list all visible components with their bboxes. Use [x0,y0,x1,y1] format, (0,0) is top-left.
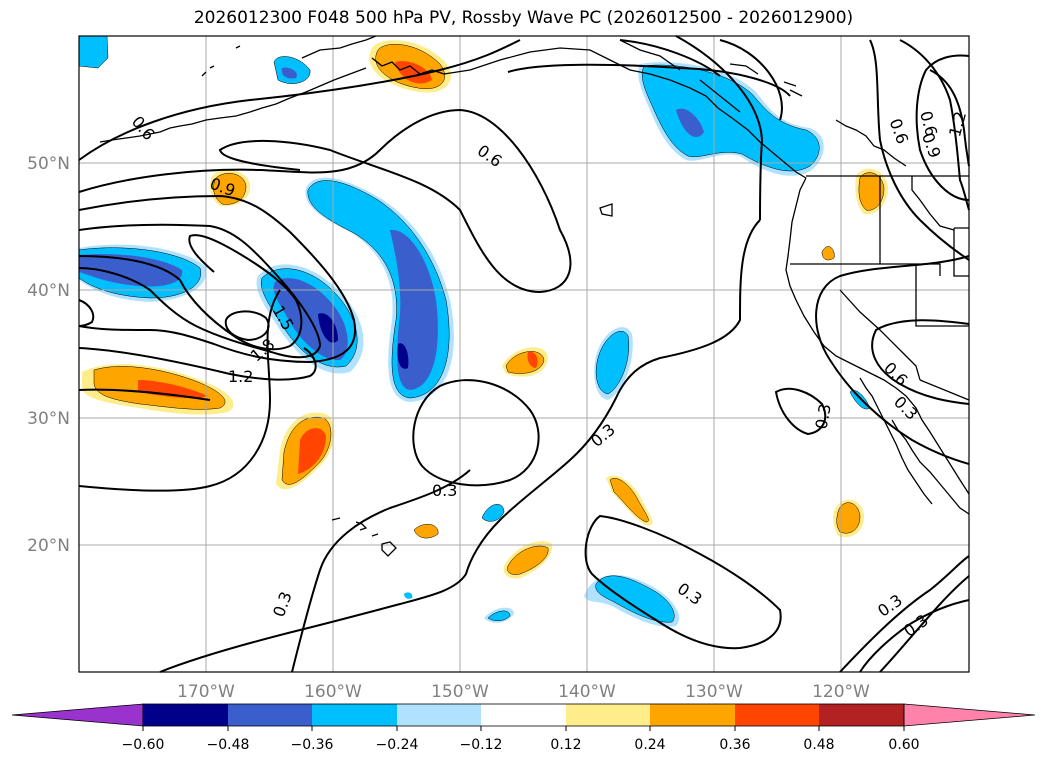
colorbar-tick-label: 0.24 [634,737,665,753]
colorbar-segment [143,704,228,726]
colorbar-segment [228,704,312,726]
colorbar-tick-label: −0.60 [122,737,165,753]
colorbar-tick-label: −0.36 [291,737,334,753]
lat-label: 40°N [27,281,70,301]
lon-label: 170°W [177,682,235,702]
colorbar: −0.60 −0.48 −0.36 −0.24 −0.12 0.12 0.24 … [11,703,1036,753]
colorbar-tick-label: −0.48 [207,737,250,753]
colorbar-tick-label: 0.48 [803,737,834,753]
pc-contours [78,35,970,673]
lat-label: 30°N [27,409,70,429]
lon-label: 160°W [304,682,362,702]
contour-label: 1.2 [228,367,253,386]
colorbar-segment [11,703,144,727]
colorbar-segment [819,704,904,726]
map-frame [78,35,970,673]
colorbar-tick-label: 0.60 [888,737,919,753]
colorbar-segment [735,704,819,726]
colorbar-segment [481,704,566,726]
lon-label: 140°W [558,682,616,702]
colorbar-tick-label: −0.24 [376,737,419,753]
lon-labels: 170°W 160°W 150°W 140°W 130°W 120°W [177,682,870,702]
lon-label: 120°W [812,682,870,702]
colorbar-segment [312,704,397,726]
colorbar-tick-label: 0.12 [550,737,581,753]
colorbar-segment [566,704,650,726]
colorbar-tick-label: 0.36 [719,737,750,753]
colorbar-segment [397,704,481,726]
lon-label: 130°W [685,682,743,702]
lat-labels: 50°N 40°N 30°N 20°N [27,154,70,556]
lat-label: 20°N [27,536,70,556]
coastlines [99,35,970,557]
contour-label: 0.3 [812,402,835,430]
colorbar-segment [903,703,1036,727]
contour-label: 0.3 [432,481,457,500]
lon-label: 150°W [431,682,489,702]
figure-title: 2026012300 F048 500 hPa PV, Rossby Wave … [193,8,854,28]
lat-label: 50°N [27,154,70,174]
colorbar-segment [650,704,735,726]
colorbar-tick-label: −0.12 [460,737,503,753]
